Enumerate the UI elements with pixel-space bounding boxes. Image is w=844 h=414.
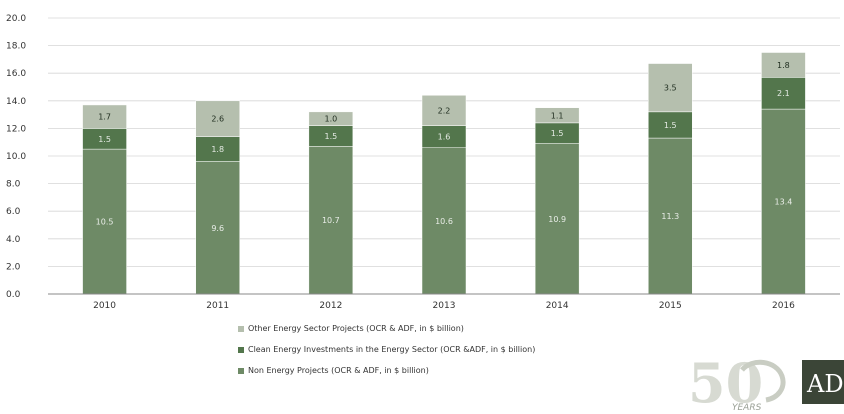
data-label: 2.6: [211, 115, 224, 124]
legend-item-clean-energy: Clean Energy Investments in the Energy S…: [238, 339, 535, 360]
legend-swatch-non-energy: [238, 368, 244, 374]
y-tick-label: 12.0: [6, 124, 26, 134]
data-label: 3.5: [664, 84, 677, 93]
data-label: 1.1: [551, 111, 564, 120]
y-tick-label: 4.0: [6, 235, 21, 245]
data-label: 1.8: [777, 61, 790, 70]
legend-swatch-other-energy: [238, 326, 244, 332]
adb-50-years-logo: 50 YEARS AD: [680, 350, 844, 414]
data-label: 9.6: [211, 224, 224, 233]
y-tick-label: 8.0: [6, 180, 21, 190]
legend-item-non-energy: Non Energy Projects (OCR & ADF, in $ bil…: [238, 360, 535, 381]
data-label: 1.7: [98, 113, 111, 122]
y-tick-label: 16.0: [6, 69, 26, 79]
x-tick-label: 2010: [93, 301, 116, 311]
x-axis-labels: 2010 2011 2012 2013 2014 2015 2016: [93, 301, 795, 311]
data-label: 1.5: [98, 135, 111, 144]
y-tick-label: 18.0: [6, 42, 26, 52]
data-label: 10.9: [548, 215, 566, 224]
x-tick-label: 2016: [772, 301, 795, 311]
y-tick-label: 6.0: [6, 207, 21, 217]
data-label: 11.3: [661, 212, 679, 221]
bars: 10.5 1.5 1.7 9.6 1.8 2.6 10.7 1.5 1.0 10.6 1.6 2.2 1…: [83, 53, 806, 295]
data-label: 10.7: [322, 216, 340, 225]
x-tick-label: 2015: [659, 301, 682, 311]
x-tick-label: 2013: [433, 301, 456, 311]
data-label: 2.2: [438, 106, 451, 115]
data-label: 1.5: [551, 129, 564, 138]
logo-years-text: YEARS: [732, 403, 762, 413]
y-tick-label: 10.0: [6, 152, 26, 162]
x-tick-label: 2011: [206, 301, 229, 311]
data-label: 1.8: [211, 145, 224, 154]
legend-label-other-energy: Other Energy Sector Projects (OCR & ADF,…: [248, 324, 464, 333]
data-label: 1.5: [324, 132, 337, 141]
data-label: 1.5: [664, 121, 677, 130]
y-tick-label: 0.0: [6, 290, 21, 300]
y-tick-label: 2.0: [6, 262, 21, 272]
legend-label-clean-energy: Clean Energy Investments in the Energy S…: [248, 345, 535, 354]
data-label: 10.6: [435, 217, 453, 226]
data-label: 13.4: [775, 198, 793, 207]
y-tick-label: 14.0: [6, 97, 26, 107]
data-label: 1.0: [324, 115, 337, 124]
x-tick-label: 2012: [319, 301, 342, 311]
chart-legend: Other Energy Sector Projects (OCR & ADF,…: [238, 318, 535, 381]
data-label: 2.1: [777, 89, 790, 98]
x-tick-label: 2014: [546, 301, 569, 311]
data-label: 10.5: [96, 218, 114, 227]
legend-swatch-clean-energy: [238, 347, 244, 353]
legend-label-non-energy: Non Energy Projects (OCR & ADF, in $ bil…: [248, 366, 429, 375]
data-label: 1.6: [438, 133, 451, 142]
logo-adb-letters: AD: [806, 370, 844, 398]
y-tick-label: 20.0: [6, 14, 26, 24]
legend-item-other-energy: Other Energy Sector Projects (OCR & ADF,…: [238, 318, 535, 339]
y-axis-ticks: 0.0 2.0 4.0 6.0 8.0 10.0 12.0 14.0 16.0 18.0 20.0: [6, 14, 26, 300]
